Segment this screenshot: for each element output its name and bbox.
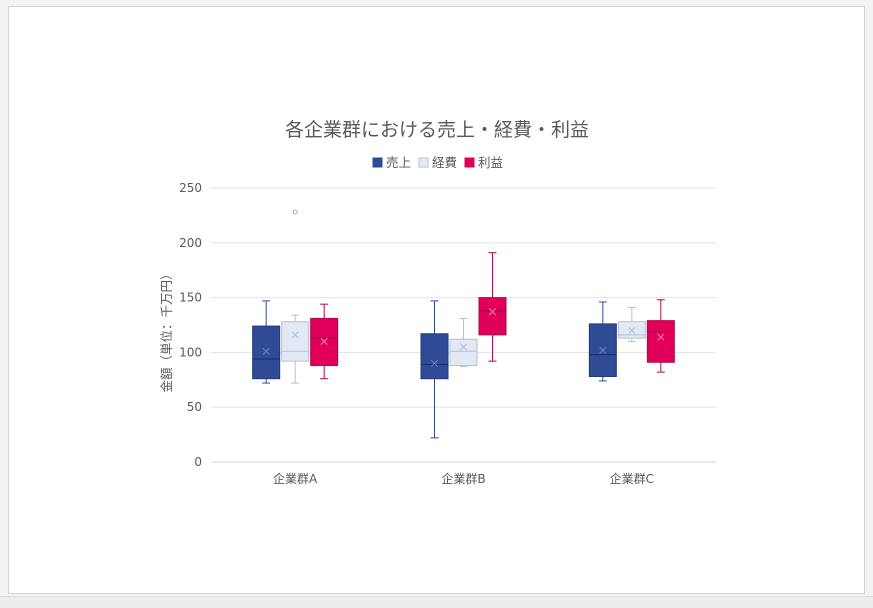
box-経費-企業群A	[281, 209, 310, 384]
outlier-point	[292, 209, 298, 215]
mean-marker	[430, 359, 439, 367]
box-売上-企業群C	[588, 301, 617, 382]
box-経費-企業群C	[617, 306, 646, 342]
chart-frame	[8, 6, 865, 594]
box-plot-marks	[252, 209, 675, 439]
y-tick-label: 150	[179, 291, 202, 305]
legend[interactable]: 売上 経費 利益	[372, 155, 503, 170]
box-rect	[252, 325, 281, 380]
mean-marker	[320, 337, 328, 345]
x-tick-label: 企業群C	[610, 471, 654, 486]
y-axis-label: 金額（単位：千万円）	[159, 267, 174, 392]
box-売上-企業群B	[420, 300, 449, 439]
mean-marker	[488, 308, 497, 316]
legend-swatch	[372, 157, 383, 168]
box-rect	[478, 297, 507, 336]
legend-swatch	[464, 157, 475, 168]
mean-marker	[262, 347, 270, 355]
legend-item[interactable]: 経費	[418, 155, 457, 170]
legend-item[interactable]: 売上	[372, 155, 411, 170]
box-rect	[281, 321, 310, 362]
box-rect	[449, 338, 478, 367]
window-bottom-bar	[0, 596, 873, 608]
box-経費-企業群B	[449, 317, 478, 368]
legend-label: 売上	[386, 155, 411, 170]
box-売上-企業群A	[252, 300, 281, 384]
box-利益-企業群C	[646, 299, 675, 373]
box-利益-企業群B	[478, 252, 507, 362]
mean-marker	[459, 343, 468, 351]
y-tick-label: 200	[179, 236, 202, 250]
mean-marker	[599, 346, 607, 354]
mean-marker	[291, 331, 299, 339]
y-tick-label: 100	[179, 345, 202, 359]
y-axis-ticks: 0 50 100 150 200 250	[179, 181, 202, 469]
chart-title: 各企業群における売上・経費・利益	[285, 119, 589, 141]
legend-label: 経費	[432, 155, 457, 170]
box-rect	[646, 320, 675, 363]
y-tick-label: 250	[179, 181, 202, 195]
mean-marker	[657, 333, 665, 341]
box-rect	[420, 333, 449, 380]
box-利益-企業群A	[310, 303, 339, 380]
y-tick-label: 0	[194, 455, 202, 469]
legend-item[interactable]: 利益	[464, 155, 503, 170]
legend-swatch	[418, 157, 429, 168]
x-tick-label: 企業群A	[273, 471, 318, 486]
legend-label: 利益	[478, 155, 503, 170]
y-tick-label: 50	[187, 400, 202, 414]
x-tick-label: 企業群B	[441, 471, 485, 486]
box-rect	[310, 317, 339, 367]
mean-marker	[628, 326, 636, 335]
x-axis-ticks: 企業群A 企業群B 企業群C	[273, 471, 654, 486]
